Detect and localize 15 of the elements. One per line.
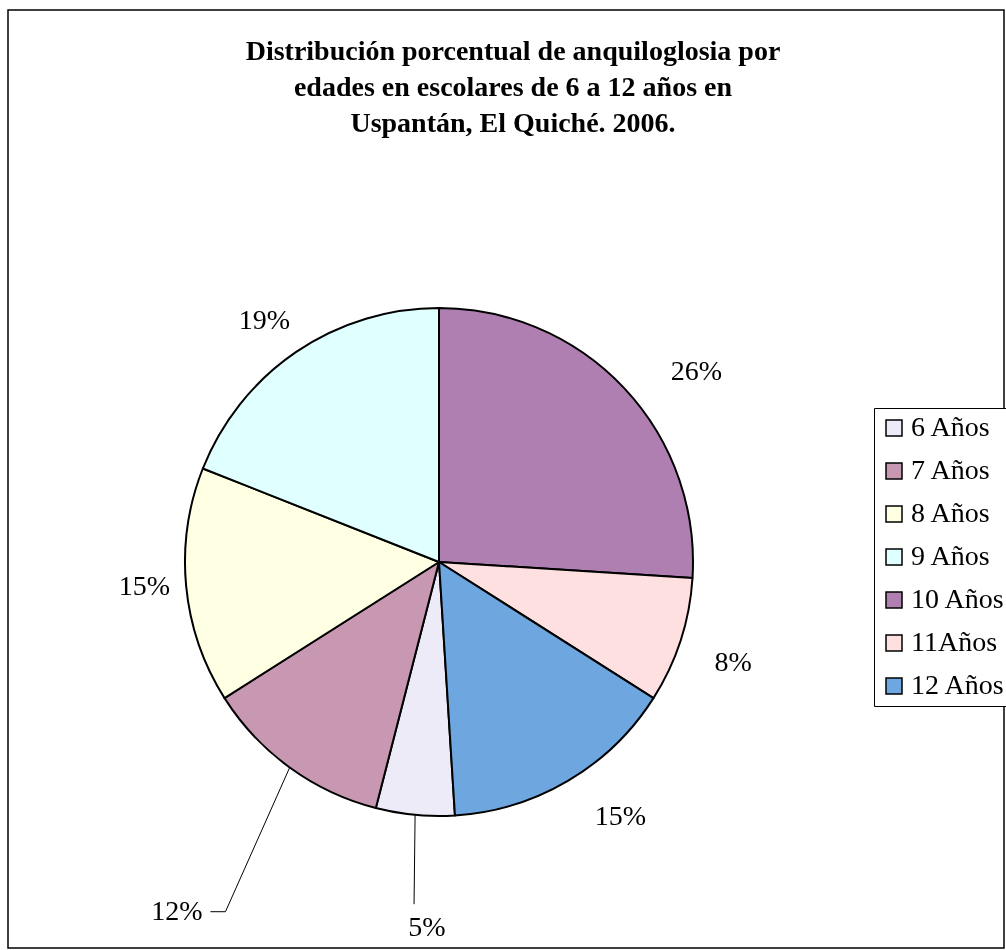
- legend-label: 12 Años: [911, 669, 1004, 700]
- data-label: 15%: [118, 570, 171, 602]
- legend-label: 10 Años: [911, 583, 1004, 614]
- data-label: 12%: [151, 894, 203, 926]
- legend-label: 11Años: [911, 626, 998, 657]
- chart-title: Distribución porcentual de anquiloglosia por edades en escolares de 6 a 12 años en Uspantán, El Quiché. 2006.: [245, 35, 781, 138]
- legend-label: 9 Años: [911, 540, 990, 571]
- legend-label: 7 Años: [911, 454, 990, 485]
- data-label: 8%: [714, 646, 752, 678]
- legend-label: 8 Años: [911, 497, 990, 528]
- data-label: 15%: [594, 799, 647, 831]
- legend-label: 6 Años: [911, 411, 990, 442]
- data-label: 5%: [408, 911, 446, 943]
- data-label: 26%: [670, 354, 723, 386]
- data-label: 19%: [238, 304, 291, 336]
